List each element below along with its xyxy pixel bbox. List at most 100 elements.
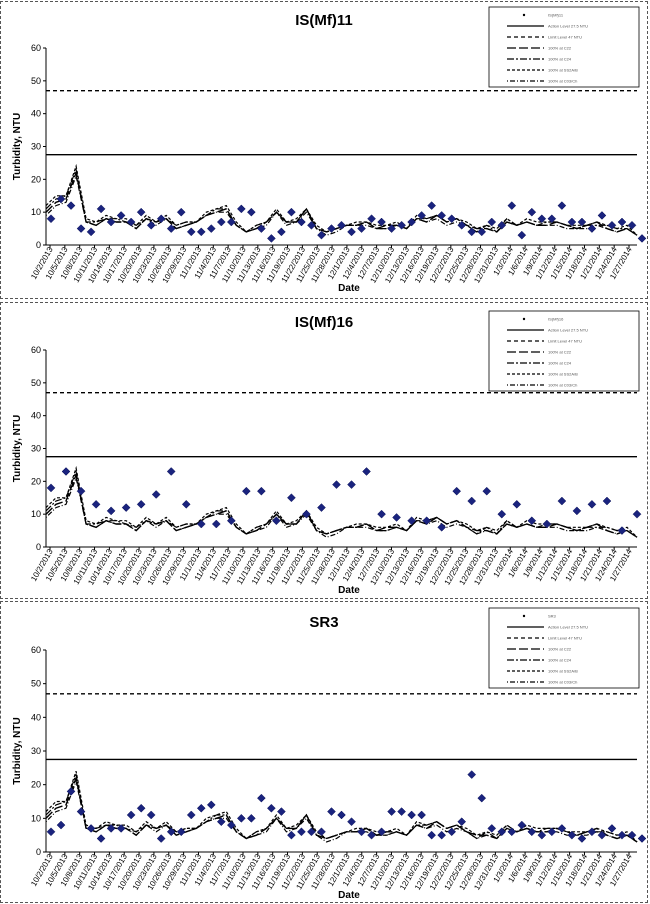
- scatter-point: [597, 211, 607, 220]
- scatter-point: [457, 220, 467, 230]
- scatter-point: [407, 217, 416, 227]
- y-tick-label: 60: [31, 645, 41, 655]
- y-tick-label: 50: [31, 76, 41, 86]
- scatter-point: [226, 820, 236, 830]
- scatter-point: [617, 830, 627, 840]
- scatter-point: [116, 211, 126, 220]
- scatter-point: [61, 467, 71, 476]
- legend-label: 100% at C22: [548, 647, 572, 652]
- legend-label: Action Level 27.5 NTU: [548, 328, 588, 333]
- scatter-point: [46, 483, 56, 493]
- scatter-point: [557, 824, 567, 833]
- scatter-point: [527, 827, 537, 837]
- scatter-point: [257, 224, 266, 233]
- scatter-point: [407, 516, 416, 526]
- series-line-2: [45, 469, 638, 538]
- y-axis-label: Turbidity, NTU: [12, 415, 23, 482]
- scatter-point: [211, 519, 221, 529]
- scatter-point: [246, 813, 256, 823]
- scatter-point: [387, 807, 396, 816]
- scatter-point: [257, 486, 266, 496]
- scatter-point: [417, 810, 426, 820]
- scatter-point: [136, 499, 146, 509]
- scatter-point: [176, 207, 186, 217]
- scatter-point: [246, 207, 256, 217]
- scatter-point: [497, 827, 507, 837]
- legend-label: 100% at SS2A/B: [548, 669, 578, 674]
- scatter-point: [572, 506, 582, 516]
- x-axis-label: Date: [338, 890, 360, 901]
- scatter-point: [347, 227, 356, 237]
- scatter-point: [517, 820, 527, 830]
- scatter-point: [547, 827, 557, 837]
- y-tick-label: 40: [31, 712, 41, 722]
- scatter-point: [337, 810, 346, 820]
- scatter-point: [317, 503, 326, 512]
- scatter-point: [427, 830, 437, 840]
- scatter-point: [537, 214, 547, 224]
- scatter-point: [487, 217, 497, 227]
- y-tick-label: 30: [31, 142, 41, 152]
- legend-marker: [522, 317, 526, 321]
- scatter-point: [327, 807, 336, 816]
- legend-box: [488, 310, 640, 392]
- scatter-point: [577, 834, 587, 843]
- scatter-point: [617, 526, 627, 535]
- scatter-point: [587, 499, 597, 509]
- y-tick-label: 30: [31, 746, 41, 756]
- scatter-point: [206, 224, 216, 233]
- scatter-point: [357, 224, 366, 233]
- scatter-point: [327, 224, 336, 233]
- y-tick-label: 50: [31, 679, 41, 689]
- y-tick-label: 10: [31, 813, 41, 823]
- legend-label: 100% at SS2A/B: [548, 372, 578, 377]
- scatter-point: [146, 220, 156, 230]
- scatter-point: [362, 467, 371, 476]
- scatter-point: [377, 509, 386, 519]
- scatter-point: [106, 824, 116, 833]
- legend-label: 100% at C24: [548, 658, 572, 663]
- scatter-point: [106, 506, 116, 516]
- scatter-point: [567, 217, 577, 227]
- scatter-point: [347, 480, 356, 489]
- scatter-point: [397, 220, 406, 230]
- scatter-point: [507, 201, 517, 210]
- scatter-point: [76, 224, 86, 233]
- scatter-point: [307, 827, 316, 837]
- scatter-point: [267, 234, 276, 243]
- scatter-point: [602, 496, 612, 506]
- scatter-point: [136, 207, 146, 217]
- legend-label: 100% at SS2A/B: [548, 68, 578, 73]
- legend-label: 100% at C22: [548, 350, 572, 355]
- scatter-point: [166, 827, 176, 837]
- scatter-point: [277, 227, 286, 237]
- scatter-point: [241, 486, 251, 496]
- scatter-point: [96, 204, 106, 214]
- legend-label: 100% at C03/Ch: [548, 680, 577, 685]
- legend-label: Action Level 27.5 NTU: [548, 24, 588, 29]
- scatter-point: [542, 519, 552, 529]
- scatter-point: [317, 230, 326, 240]
- scatter-point: [427, 201, 437, 210]
- legend-marker: [522, 13, 526, 17]
- series-line-4: [45, 476, 638, 538]
- scatter-point: [497, 509, 507, 519]
- scatter-point: [332, 480, 341, 489]
- scatter-point: [151, 490, 161, 499]
- series-line-2: [45, 167, 638, 236]
- y-axis-label: Turbidity, NTU: [12, 717, 23, 784]
- scatter-point: [91, 499, 101, 509]
- scatter-point: [116, 824, 126, 833]
- scatter-point: [557, 496, 567, 506]
- scatter-point: [617, 217, 627, 227]
- scatter-point: [627, 830, 637, 840]
- legend-label: Limit Level 47 NTU: [548, 636, 582, 641]
- scatter-point: [66, 787, 76, 796]
- scatter-point: [627, 220, 637, 230]
- scatter-point: [236, 813, 246, 823]
- legend-label: 100% at C22: [548, 46, 572, 51]
- y-tick-label: 0: [36, 542, 41, 552]
- y-tick-label: 0: [36, 240, 41, 250]
